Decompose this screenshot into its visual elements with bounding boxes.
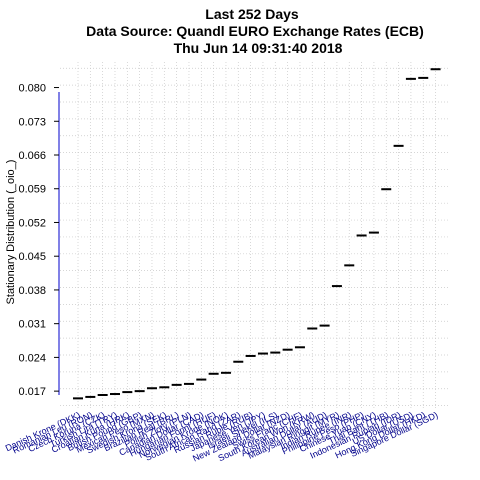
chart-subtitle: Data Source: Quandl EURO Exchange Rates … (86, 23, 424, 39)
y-axis-label: Stationary Distribution (_oio_) (5, 160, 17, 305)
y-tick-label: 0.059 (18, 184, 46, 196)
y-tick-label: 0.080 (18, 83, 46, 95)
y-tick-label: 0.066 (18, 150, 46, 162)
x-ticks: Danish Krone (DKK)Romanian Leu (RON)Czec… (4, 410, 440, 464)
data-marks (73, 68, 441, 400)
y-tick-label: 0.017 (18, 386, 46, 398)
grid (60, 62, 450, 408)
y-tick-label: 0.031 (18, 319, 46, 331)
y-tick-label: 0.052 (18, 217, 46, 229)
y-tick-label: 0.045 (18, 251, 46, 263)
chart-timestamp: Thu Jun 14 09:31:40 2018 (174, 40, 343, 56)
chart-title: Last 252 Days (205, 6, 299, 22)
y-tick-label: 0.024 (18, 352, 46, 364)
y-ticks: 0.017 0.024 0.031 0.038 0.045 0.052 0.059 0.066… (18, 83, 59, 398)
y-tick-label: 0.038 (18, 285, 46, 297)
y-tick-label: 0.073 (18, 116, 46, 128)
